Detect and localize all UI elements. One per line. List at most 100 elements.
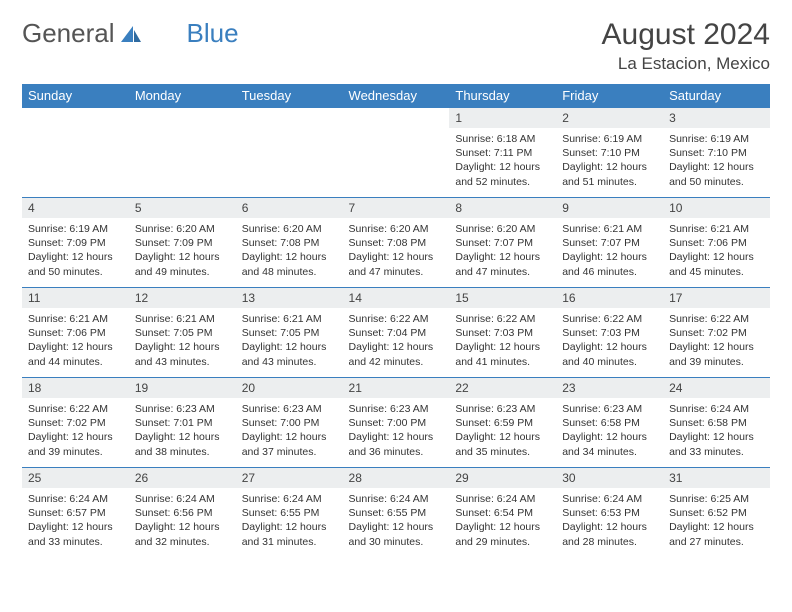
calendar-day-cell — [129, 108, 236, 198]
sunrise-text: Sunrise: 6:19 AM — [669, 132, 764, 146]
sunrise-text: Sunrise: 6:25 AM — [669, 492, 764, 506]
calendar-day-cell: 6Sunrise: 6:20 AMSunset: 7:08 PMDaylight… — [236, 198, 343, 288]
day-content: Sunrise: 6:24 AMSunset: 6:53 PMDaylight:… — [556, 488, 663, 553]
day-number: 2 — [556, 108, 663, 128]
day-content: Sunrise: 6:23 AMSunset: 6:58 PMDaylight:… — [556, 398, 663, 463]
daylight-text: Daylight: 12 hours and 32 minutes. — [135, 520, 230, 548]
brand-text-2: Blue — [187, 18, 239, 49]
sunrise-text: Sunrise: 6:24 AM — [669, 402, 764, 416]
day-number: 6 — [236, 198, 343, 218]
calendar-week-row: 18Sunrise: 6:22 AMSunset: 7:02 PMDayligh… — [22, 378, 770, 468]
sunset-text: Sunset: 7:07 PM — [455, 236, 550, 250]
day-number: 9 — [556, 198, 663, 218]
sunrise-text: Sunrise: 6:24 AM — [242, 492, 337, 506]
sunset-text: Sunset: 7:05 PM — [135, 326, 230, 340]
calendar-day-cell: 19Sunrise: 6:23 AMSunset: 7:01 PMDayligh… — [129, 378, 236, 468]
day-number: 30 — [556, 468, 663, 488]
header: General Blue August 2024 La Estacion, Me… — [22, 18, 770, 74]
sunset-text: Sunset: 6:55 PM — [349, 506, 444, 520]
sunrise-text: Sunrise: 6:23 AM — [242, 402, 337, 416]
sunset-text: Sunset: 6:58 PM — [669, 416, 764, 430]
sunrise-text: Sunrise: 6:23 AM — [455, 402, 550, 416]
calendar-week-row: 4Sunrise: 6:19 AMSunset: 7:09 PMDaylight… — [22, 198, 770, 288]
sunrise-text: Sunrise: 6:18 AM — [455, 132, 550, 146]
daylight-text: Daylight: 12 hours and 33 minutes. — [28, 520, 123, 548]
daylight-text: Daylight: 12 hours and 34 minutes. — [562, 430, 657, 458]
day-number: 21 — [343, 378, 450, 398]
weekday-header: Sunday — [22, 84, 129, 108]
daylight-text: Daylight: 12 hours and 50 minutes. — [28, 250, 123, 278]
day-number: 11 — [22, 288, 129, 308]
day-number: 27 — [236, 468, 343, 488]
calendar-week-row: 1Sunrise: 6:18 AMSunset: 7:11 PMDaylight… — [22, 108, 770, 198]
weekday-header: Wednesday — [343, 84, 450, 108]
calendar-week-row: 25Sunrise: 6:24 AMSunset: 6:57 PMDayligh… — [22, 468, 770, 558]
day-content: Sunrise: 6:20 AMSunset: 7:07 PMDaylight:… — [449, 218, 556, 283]
calendar-day-cell: 22Sunrise: 6:23 AMSunset: 6:59 PMDayligh… — [449, 378, 556, 468]
daylight-text: Daylight: 12 hours and 47 minutes. — [455, 250, 550, 278]
brand-logo: General Blue — [22, 18, 239, 49]
daylight-text: Daylight: 12 hours and 28 minutes. — [562, 520, 657, 548]
calendar-day-cell: 23Sunrise: 6:23 AMSunset: 6:58 PMDayligh… — [556, 378, 663, 468]
sunrise-text: Sunrise: 6:21 AM — [562, 222, 657, 236]
day-content: Sunrise: 6:24 AMSunset: 6:55 PMDaylight:… — [236, 488, 343, 553]
day-number: 13 — [236, 288, 343, 308]
day-number: 8 — [449, 198, 556, 218]
sunrise-text: Sunrise: 6:23 AM — [562, 402, 657, 416]
sunrise-text: Sunrise: 6:21 AM — [242, 312, 337, 326]
daylight-text: Daylight: 12 hours and 43 minutes. — [242, 340, 337, 368]
calendar-day-cell: 21Sunrise: 6:23 AMSunset: 7:00 PMDayligh… — [343, 378, 450, 468]
calendar-day-cell: 4Sunrise: 6:19 AMSunset: 7:09 PMDaylight… — [22, 198, 129, 288]
day-content: Sunrise: 6:23 AMSunset: 7:01 PMDaylight:… — [129, 398, 236, 463]
daylight-text: Daylight: 12 hours and 51 minutes. — [562, 160, 657, 188]
calendar-day-cell: 12Sunrise: 6:21 AMSunset: 7:05 PMDayligh… — [129, 288, 236, 378]
sunset-text: Sunset: 6:57 PM — [28, 506, 123, 520]
day-number: 12 — [129, 288, 236, 308]
calendar-day-cell — [343, 108, 450, 198]
daylight-text: Daylight: 12 hours and 29 minutes. — [455, 520, 550, 548]
daylight-text: Daylight: 12 hours and 35 minutes. — [455, 430, 550, 458]
day-number: 3 — [663, 108, 770, 128]
sunset-text: Sunset: 7:10 PM — [562, 146, 657, 160]
sunset-text: Sunset: 7:09 PM — [135, 236, 230, 250]
day-content: Sunrise: 6:21 AMSunset: 7:05 PMDaylight:… — [129, 308, 236, 373]
sunset-text: Sunset: 7:06 PM — [669, 236, 764, 250]
day-content: Sunrise: 6:22 AMSunset: 7:02 PMDaylight:… — [663, 308, 770, 373]
daylight-text: Daylight: 12 hours and 49 minutes. — [135, 250, 230, 278]
sunset-text: Sunset: 6:52 PM — [669, 506, 764, 520]
daylight-text: Daylight: 12 hours and 50 minutes. — [669, 160, 764, 188]
day-content: Sunrise: 6:20 AMSunset: 7:09 PMDaylight:… — [129, 218, 236, 283]
sunset-text: Sunset: 7:05 PM — [242, 326, 337, 340]
calendar-day-cell: 14Sunrise: 6:22 AMSunset: 7:04 PMDayligh… — [343, 288, 450, 378]
calendar-table: Sunday Monday Tuesday Wednesday Thursday… — [22, 84, 770, 558]
day-content: Sunrise: 6:24 AMSunset: 6:58 PMDaylight:… — [663, 398, 770, 463]
day-number: 14 — [343, 288, 450, 308]
sunset-text: Sunset: 7:07 PM — [562, 236, 657, 250]
sunrise-text: Sunrise: 6:22 AM — [669, 312, 764, 326]
sunset-text: Sunset: 7:03 PM — [562, 326, 657, 340]
day-number: 10 — [663, 198, 770, 218]
sunrise-text: Sunrise: 6:21 AM — [669, 222, 764, 236]
calendar-day-cell: 3Sunrise: 6:19 AMSunset: 7:10 PMDaylight… — [663, 108, 770, 198]
sunset-text: Sunset: 7:08 PM — [349, 236, 444, 250]
daylight-text: Daylight: 12 hours and 39 minutes. — [28, 430, 123, 458]
sunrise-text: Sunrise: 6:19 AM — [28, 222, 123, 236]
sunset-text: Sunset: 6:56 PM — [135, 506, 230, 520]
day-number: 15 — [449, 288, 556, 308]
day-content: Sunrise: 6:19 AMSunset: 7:10 PMDaylight:… — [663, 128, 770, 193]
daylight-text: Daylight: 12 hours and 33 minutes. — [669, 430, 764, 458]
day-number: 18 — [22, 378, 129, 398]
month-title: August 2024 — [602, 18, 770, 52]
calendar-day-cell: 5Sunrise: 6:20 AMSunset: 7:09 PMDaylight… — [129, 198, 236, 288]
day-number: 24 — [663, 378, 770, 398]
sunrise-text: Sunrise: 6:24 AM — [455, 492, 550, 506]
daylight-text: Daylight: 12 hours and 48 minutes. — [242, 250, 337, 278]
sunset-text: Sunset: 7:04 PM — [349, 326, 444, 340]
daylight-text: Daylight: 12 hours and 36 minutes. — [349, 430, 444, 458]
sunrise-text: Sunrise: 6:24 AM — [349, 492, 444, 506]
sunset-text: Sunset: 7:01 PM — [135, 416, 230, 430]
daylight-text: Daylight: 12 hours and 43 minutes. — [135, 340, 230, 368]
sunrise-text: Sunrise: 6:21 AM — [135, 312, 230, 326]
calendar-day-cell: 10Sunrise: 6:21 AMSunset: 7:06 PMDayligh… — [663, 198, 770, 288]
calendar-day-cell: 11Sunrise: 6:21 AMSunset: 7:06 PMDayligh… — [22, 288, 129, 378]
